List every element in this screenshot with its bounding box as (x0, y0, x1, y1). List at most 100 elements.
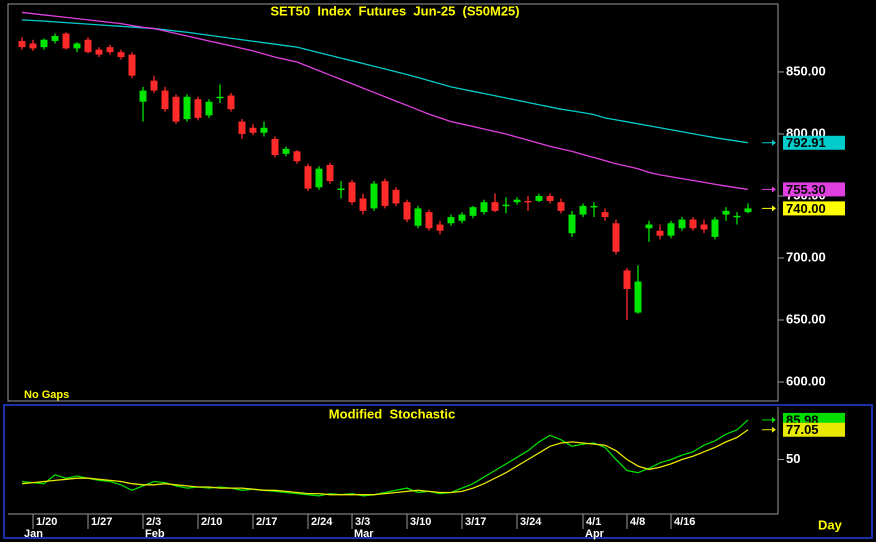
line-series (21, 429, 749, 496)
line-series (21, 419, 749, 497)
candle-body (469, 207, 477, 216)
value-tag (783, 201, 845, 216)
candle-body (656, 230, 664, 236)
candle-body (590, 205, 598, 208)
value-tag-label: 740.00 (786, 201, 826, 216)
candle-body (260, 127, 268, 133)
candle-body (403, 202, 411, 220)
candle-body (722, 210, 730, 215)
candle-body (557, 202, 565, 211)
candle-body (744, 208, 752, 213)
candle-body (205, 101, 213, 116)
candle-body (535, 195, 543, 201)
price-panel-frame (7, 3, 779, 402)
x-tick-label: 2/17 (256, 516, 277, 528)
candle-body (106, 47, 114, 53)
x-tick-label: 4/1 (586, 516, 601, 528)
x-tick-label: 3/10 (410, 516, 431, 528)
candle-body (227, 95, 235, 110)
x-tick-label: 4/8 (630, 516, 645, 528)
candle-body (95, 49, 103, 55)
candle-body (40, 39, 48, 48)
candle-body (414, 208, 422, 226)
value-tag (783, 135, 845, 150)
value-tag (783, 182, 845, 197)
candle-body (326, 164, 334, 182)
candle-body (645, 224, 653, 229)
candle-body (392, 189, 400, 204)
month-label: Apr (585, 528, 605, 540)
tag-arrowhead (772, 426, 776, 433)
annotation: No Gaps (24, 389, 69, 401)
candle-body (634, 281, 642, 313)
tag-arrowhead (772, 205, 776, 212)
candle-body (216, 96, 224, 99)
candle-body (84, 39, 92, 53)
candle-body (139, 90, 147, 102)
candle-body (315, 168, 323, 188)
x-tick-label: 3/3 (355, 516, 370, 528)
candle-body (238, 121, 246, 134)
candle-body (502, 204, 510, 207)
candle-body (370, 183, 378, 209)
x-tick-label: 4/16 (674, 516, 695, 528)
x-tick-label: 3/17 (465, 516, 486, 528)
x-tick-label: 2/24 (311, 516, 333, 528)
candle-body (733, 215, 741, 218)
candle-body (491, 202, 499, 211)
candle-body (381, 181, 389, 206)
candle-body (436, 224, 444, 231)
candle-body (194, 99, 202, 118)
x-tick-label: 1/27 (91, 516, 112, 528)
candle-body (546, 195, 554, 201)
candle-body (183, 96, 191, 120)
candle-body (601, 212, 609, 218)
line-series (21, 11, 749, 191)
value-tag-label: 792.91 (786, 135, 826, 150)
candle-body (711, 219, 719, 237)
candle-body (128, 54, 136, 76)
y-tick-label: 700.00 (786, 249, 826, 264)
x-tick-label: 1/20 (36, 516, 57, 528)
candle-body (172, 96, 180, 122)
stoch-title: Modified Stochastic (329, 406, 455, 421)
candle-body (29, 43, 37, 49)
candle-body (678, 219, 686, 229)
candle-body (337, 188, 345, 191)
candle-body (249, 127, 257, 133)
candle-body (513, 199, 521, 203)
y-tick-label: 650.00 (786, 311, 826, 326)
x-tick-label: 2/3 (146, 516, 161, 528)
candle-body (667, 223, 675, 236)
x-tick-label: 2/10 (201, 516, 222, 528)
candle-body (700, 224, 708, 230)
candle-body (348, 182, 356, 203)
candle-body (359, 198, 367, 211)
candle-body (304, 166, 312, 189)
value-tag (783, 422, 845, 437)
candle-body (623, 270, 631, 290)
candle-body (425, 212, 433, 229)
tag-arrowhead (772, 416, 776, 423)
candle-body (689, 219, 697, 229)
value-tag-label: 755.30 (786, 182, 826, 197)
candle-body (579, 205, 587, 215)
chart-title: SET50 Index Futures Jun-25 (S50M25) (270, 3, 519, 18)
candle-body (282, 148, 290, 154)
candle-body (480, 202, 488, 213)
month-label: Mar (354, 528, 374, 540)
candle-body (271, 138, 279, 156)
candle-body (161, 90, 169, 110)
candle-body (524, 200, 532, 203)
candle-body (117, 52, 125, 58)
candle-body (612, 223, 620, 252)
tag-arrowhead (772, 139, 776, 146)
candle-body (62, 33, 70, 49)
x-axis-label: Day (818, 517, 843, 532)
month-label: Jan (24, 528, 43, 540)
candle-body (51, 36, 59, 41)
tag-arrowhead (772, 186, 776, 193)
